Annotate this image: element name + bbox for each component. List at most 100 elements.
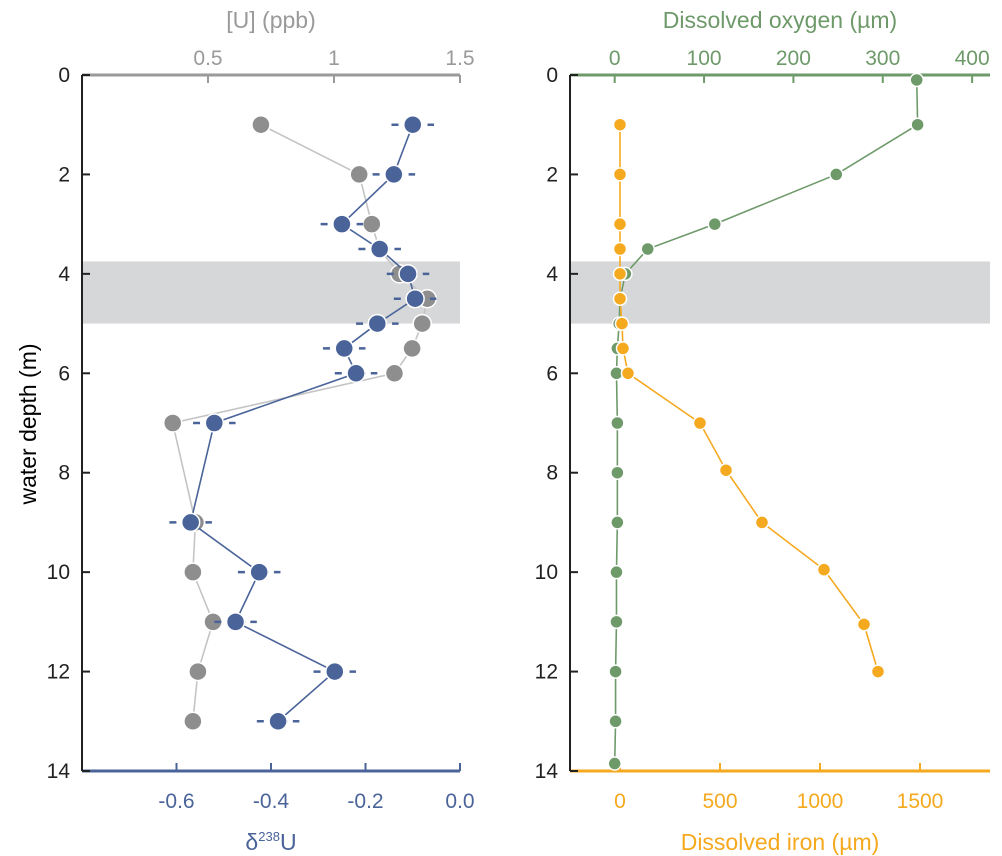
right-panel: 0 100 200 300 400 0 500 1000 1500 0 2 4 6 8 10 12 14 D… (535, 7, 990, 855)
data-point (614, 316, 630, 331)
data-point (369, 239, 390, 259)
right-series (607, 72, 925, 771)
data-point (362, 214, 382, 234)
series-line-1-1 (619, 124, 879, 672)
y-tick-label: 2 (546, 163, 558, 186)
y-tick-label: 12 (47, 661, 70, 684)
y-tick-label: 10 (535, 561, 558, 584)
data-point (384, 363, 405, 384)
data-point (692, 415, 708, 431)
top-tick-label: 300 (865, 47, 900, 70)
left-bottom-axis-title-sup: 238 (258, 829, 280, 844)
data-point (325, 661, 345, 682)
data-point (608, 664, 623, 679)
left-top-axis-title: [U] (ppb) (226, 7, 315, 33)
left-top-ticks: 0.5 1 1.5 (193, 47, 475, 83)
data-point (612, 216, 628, 232)
top-tick-label: 200 (776, 47, 811, 70)
data-point (249, 562, 269, 582)
data-point (612, 291, 628, 306)
top-tick-label: 1.5 (445, 47, 474, 70)
top-tick-label: 400 (955, 47, 990, 70)
data-point (405, 288, 425, 309)
data-point (607, 756, 622, 771)
data-point (620, 366, 636, 381)
data-point (203, 612, 223, 632)
y-tick-label: 8 (546, 462, 558, 485)
bottom-tick-label: 0 (614, 790, 626, 813)
left-bottom-axis-title-end: U (280, 829, 297, 855)
left-panel: 0.5 1 1.5 -0.6 -0.4 -0.2 0.0 0 2 4 6 8 10 12 14 [U] … (15, 7, 475, 855)
data-point (183, 711, 203, 732)
data-point (349, 164, 369, 185)
y-tick-label: 14 (47, 760, 71, 783)
data-point (610, 515, 625, 530)
right-bottom-axis-title: Dissolved iron (µm) (681, 829, 880, 855)
y-tick-label: 4 (58, 263, 70, 286)
y-tick-label: 0 (58, 64, 70, 87)
data-point (268, 711, 288, 732)
data-point (718, 462, 734, 478)
data-point (829, 167, 844, 182)
left-bottom-ticks: -0.6 -0.4 -0.2 0.0 (158, 763, 475, 813)
data-point (816, 562, 832, 577)
data-point (412, 313, 432, 334)
data-point (332, 214, 352, 234)
data-point (610, 415, 625, 431)
right-y-ticks: 0 2 4 6 8 10 12 14 (535, 64, 578, 783)
bottom-tick-label: 0.0 (445, 790, 474, 813)
data-point (162, 413, 183, 433)
data-point (612, 117, 628, 132)
y-tick-label: 6 (58, 362, 70, 385)
data-point (870, 664, 886, 679)
left-series (162, 114, 437, 732)
data-point (754, 515, 770, 530)
y-tick-label: 4 (546, 263, 558, 286)
data-point (707, 216, 723, 232)
left-y-ticks: 0 2 4 6 8 10 12 14 (47, 64, 90, 783)
data-point (225, 612, 246, 632)
left-bottom-axis-title-main: δ (245, 829, 258, 855)
data-point (909, 72, 924, 88)
data-point (180, 512, 201, 533)
y-tick-label: 2 (58, 163, 70, 186)
right-bottom-ticks: 0 500 1000 1500 (614, 763, 943, 813)
data-point (384, 164, 404, 185)
data-point (251, 114, 271, 135)
data-point (612, 241, 628, 257)
data-point (856, 617, 872, 632)
data-point (403, 114, 423, 135)
data-point (204, 413, 225, 433)
data-point (610, 465, 625, 480)
top-tick-label: 1 (328, 47, 340, 70)
y-tick-label: 14 (535, 760, 559, 783)
data-point (367, 313, 388, 334)
series-line-1-0 (613, 79, 919, 764)
bottom-tick-label: 1500 (897, 790, 944, 813)
data-point (346, 363, 366, 384)
data-point (640, 241, 655, 257)
data-point (910, 117, 925, 132)
bottom-tick-label: 500 (702, 790, 737, 813)
data-point (609, 614, 624, 630)
data-point (183, 562, 203, 582)
y-tick-label: 8 (58, 462, 70, 485)
data-point (608, 714, 623, 729)
series-line-0-1 (189, 124, 417, 722)
data-point (612, 167, 628, 182)
data-point (615, 341, 631, 356)
y-axis-title: water depth (m) (15, 343, 41, 505)
y-tick-label: 6 (546, 362, 558, 385)
right-top-axis-title: Dissolved oxygen (µm) (663, 7, 897, 33)
top-tick-label: 0.5 (193, 47, 222, 70)
top-tick-label: 100 (687, 47, 722, 70)
data-point (334, 338, 354, 359)
y-tick-label: 12 (535, 661, 558, 684)
right-top-ticks: 0 100 200 300 400 (609, 47, 990, 83)
data-point (609, 564, 624, 580)
data-point (612, 266, 628, 282)
bottom-tick-label: 1000 (797, 790, 844, 813)
shaded-band-right (570, 261, 990, 324)
bottom-tick-label: -0.4 (253, 790, 290, 813)
